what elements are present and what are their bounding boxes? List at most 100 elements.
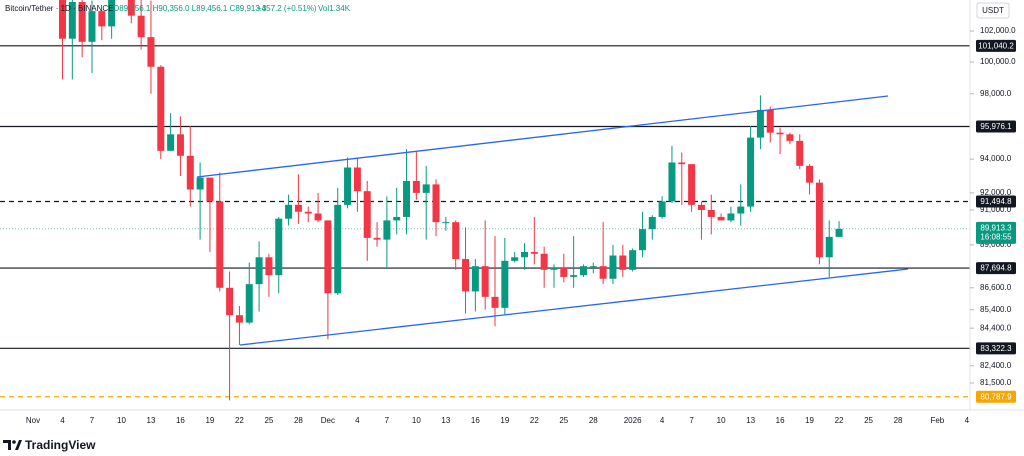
plot-area	[0, 0, 970, 401]
y-tick-label: 89,000.0	[980, 240, 1012, 249]
x-tick-label: 28	[589, 416, 598, 425]
x-tick-label: 4	[355, 416, 360, 425]
x-tick-label: 2026	[624, 416, 642, 425]
candle-body	[491, 296, 499, 308]
level-label: 91,494.8	[980, 197, 1012, 206]
candle-body	[206, 177, 214, 202]
candle-body	[403, 180, 411, 217]
candle-body	[747, 137, 755, 207]
candle-body	[697, 204, 705, 211]
legend-ohlc: O89,456.1 H90,356.0 L89,456.1 C89,913.3	[113, 4, 267, 13]
candle-body	[786, 134, 794, 141]
x-tick-label: 19	[500, 416, 509, 425]
candle-body	[727, 213, 735, 221]
candle-body	[658, 201, 666, 217]
trend-line	[196, 95, 889, 178]
x-tick-label: 10	[717, 416, 726, 425]
x-tick-label: 28	[294, 416, 303, 425]
x-tick-label: 13	[441, 416, 450, 425]
candle-body	[304, 211, 312, 214]
candle-body	[776, 132, 784, 135]
candle-body	[550, 267, 558, 270]
y-tick-label: 91,000.0	[980, 205, 1012, 214]
x-tick-label: 13	[147, 416, 156, 425]
candle-body	[98, 11, 106, 27]
candle-body	[265, 257, 273, 276]
candle-body	[226, 287, 234, 316]
candle-body	[796, 140, 804, 166]
candle-body	[668, 162, 676, 202]
candle-body	[78, 2, 86, 42]
candle-body	[678, 162, 686, 165]
level-label: 80,787.9	[980, 392, 1012, 401]
candle-body	[737, 206, 745, 214]
x-tick-label: 16	[176, 416, 185, 425]
last-price-box	[976, 221, 1016, 244]
x-tick-label: 25	[559, 416, 568, 425]
x-tick-label: 4	[660, 416, 665, 425]
candle-body	[806, 165, 814, 183]
candle-body	[638, 229, 646, 251]
legend-change: +457.2 (+0.51%)	[257, 4, 317, 13]
y-tick-label: 98,000.0	[980, 89, 1012, 98]
candle-body	[157, 66, 165, 151]
x-tick-label: 7	[385, 416, 390, 425]
x-tick-label: 22	[235, 416, 244, 425]
candle-body	[363, 191, 371, 238]
candle-body	[245, 284, 253, 323]
level-label-box	[976, 120, 1016, 133]
candle-body	[560, 267, 568, 277]
x-tick-label: 13	[746, 416, 755, 425]
x-tick-label: 19	[205, 416, 214, 425]
x-tick-label: 10	[117, 416, 126, 425]
candle-body	[137, 15, 145, 38]
x-tick-label: 25	[264, 416, 273, 425]
candle-body	[422, 184, 430, 193]
candle-body	[481, 266, 489, 297]
currency-box[interactable]	[976, 2, 1010, 19]
candle-body	[540, 253, 548, 270]
x-tick-label: 16	[776, 416, 785, 425]
candle-body	[442, 222, 450, 224]
x-tick-label: 28	[894, 416, 903, 425]
level-label-box	[976, 390, 1016, 403]
candle-body	[501, 260, 509, 308]
x-tick-label: 19	[805, 416, 814, 425]
candle-body	[68, 2, 76, 39]
y-tick-label: 84,400.0	[980, 323, 1012, 332]
candle-body	[412, 180, 420, 193]
candle-body	[88, 11, 96, 42]
candle-body	[108, 0, 116, 27]
brand: TradingView	[25, 438, 96, 452]
candle-body	[589, 266, 597, 268]
level-label-box	[976, 262, 1016, 275]
candle-body	[471, 266, 479, 292]
candle-body	[58, 0, 66, 39]
x-tick-label: 25	[864, 416, 873, 425]
candle-body	[314, 213, 322, 221]
candle-body	[530, 251, 538, 254]
candle-body	[216, 201, 224, 288]
candle-body	[186, 155, 194, 190]
y-tick-label: 100,000.0	[980, 57, 1016, 66]
y-tick-label: 85,400.0	[980, 305, 1012, 314]
candle-body	[353, 167, 361, 192]
candle-body	[462, 259, 470, 292]
candle-body	[648, 216, 656, 230]
candle-body	[285, 204, 293, 219]
level-label-box	[976, 195, 1016, 208]
candle-body	[432, 184, 440, 223]
candle-body	[521, 251, 528, 258]
candle-body	[707, 210, 715, 217]
brand-logo	[3, 440, 22, 450]
y-tick-label: 86,600.0	[980, 283, 1012, 292]
candle-body	[619, 255, 627, 270]
currency: USDT	[982, 6, 1004, 15]
candle-body	[579, 266, 587, 276]
candle-body	[717, 216, 725, 221]
x-tick-label: Nov	[26, 416, 40, 425]
candle-body	[570, 275, 578, 277]
x-tick-label: 7	[90, 416, 95, 425]
x-tick-label: Feb	[930, 416, 944, 425]
